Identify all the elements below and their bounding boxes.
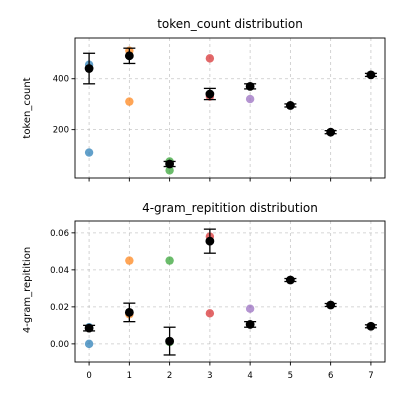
x-tick-label: 0 [86, 371, 91, 381]
panel-4gram-repitition: 4-gram_repitition distribution 4-gram_re… [22, 201, 386, 381]
data-point [245, 94, 255, 104]
data-point [205, 309, 215, 318]
mean-marker [205, 89, 215, 99]
chart-title: token_count distribution [157, 17, 303, 31]
x-tick-label: 4 [247, 371, 252, 381]
y-tick-label: 0.00 [50, 340, 69, 350]
axes-frame [74, 220, 386, 363]
mean-marker [165, 336, 175, 346]
x-tick-label: 7 [368, 371, 373, 381]
chart-title: 4-gram_repitition distribution [142, 201, 318, 215]
mean-marker [366, 70, 376, 80]
plot-area: 200 400 [53, 37, 386, 182]
mean-marker [84, 64, 94, 73]
y-axis-label: token_count [22, 77, 33, 138]
mean-marker [205, 236, 215, 246]
mean-marker [165, 159, 175, 169]
data-point [165, 166, 174, 175]
x-tick-label: 6 [328, 371, 333, 381]
data-point [125, 256, 134, 265]
y-tick-label: 400 [53, 75, 69, 85]
mean-marker [84, 323, 94, 333]
mean-marker [285, 101, 295, 110]
panel-token-count: token_count distribution token_count 200… [22, 17, 386, 182]
mean-marker [124, 308, 134, 317]
y-tick-label: 200 [53, 126, 69, 136]
data-point [245, 304, 255, 313]
data-point [84, 148, 94, 157]
data-point [125, 97, 134, 106]
y-axis-label: 4-gram_repitition [22, 247, 33, 333]
data-point [205, 54, 215, 63]
mean-marker [366, 321, 376, 331]
mean-marker [285, 275, 295, 285]
axes-frame [74, 37, 386, 179]
plot-area: 0.00 0.02 0.04 0.06 0 1 2 3 4 5 6 7 [50, 220, 386, 381]
x-tick-label: 1 [127, 371, 132, 381]
y-tick-label: 0.06 [50, 229, 69, 239]
y-tick-label: 0.04 [50, 266, 69, 276]
data-point [165, 256, 174, 265]
x-tick-label: 3 [207, 371, 212, 381]
mean-marker [124, 51, 134, 61]
mean-marker [326, 127, 336, 137]
mean-marker [245, 320, 255, 329]
x-tick-label: 5 [288, 371, 293, 381]
y-tick-label: 0.02 [50, 303, 69, 313]
mean-marker [245, 81, 255, 91]
mean-marker [326, 300, 336, 310]
data-point [84, 339, 94, 349]
x-tick-label: 2 [167, 371, 172, 381]
